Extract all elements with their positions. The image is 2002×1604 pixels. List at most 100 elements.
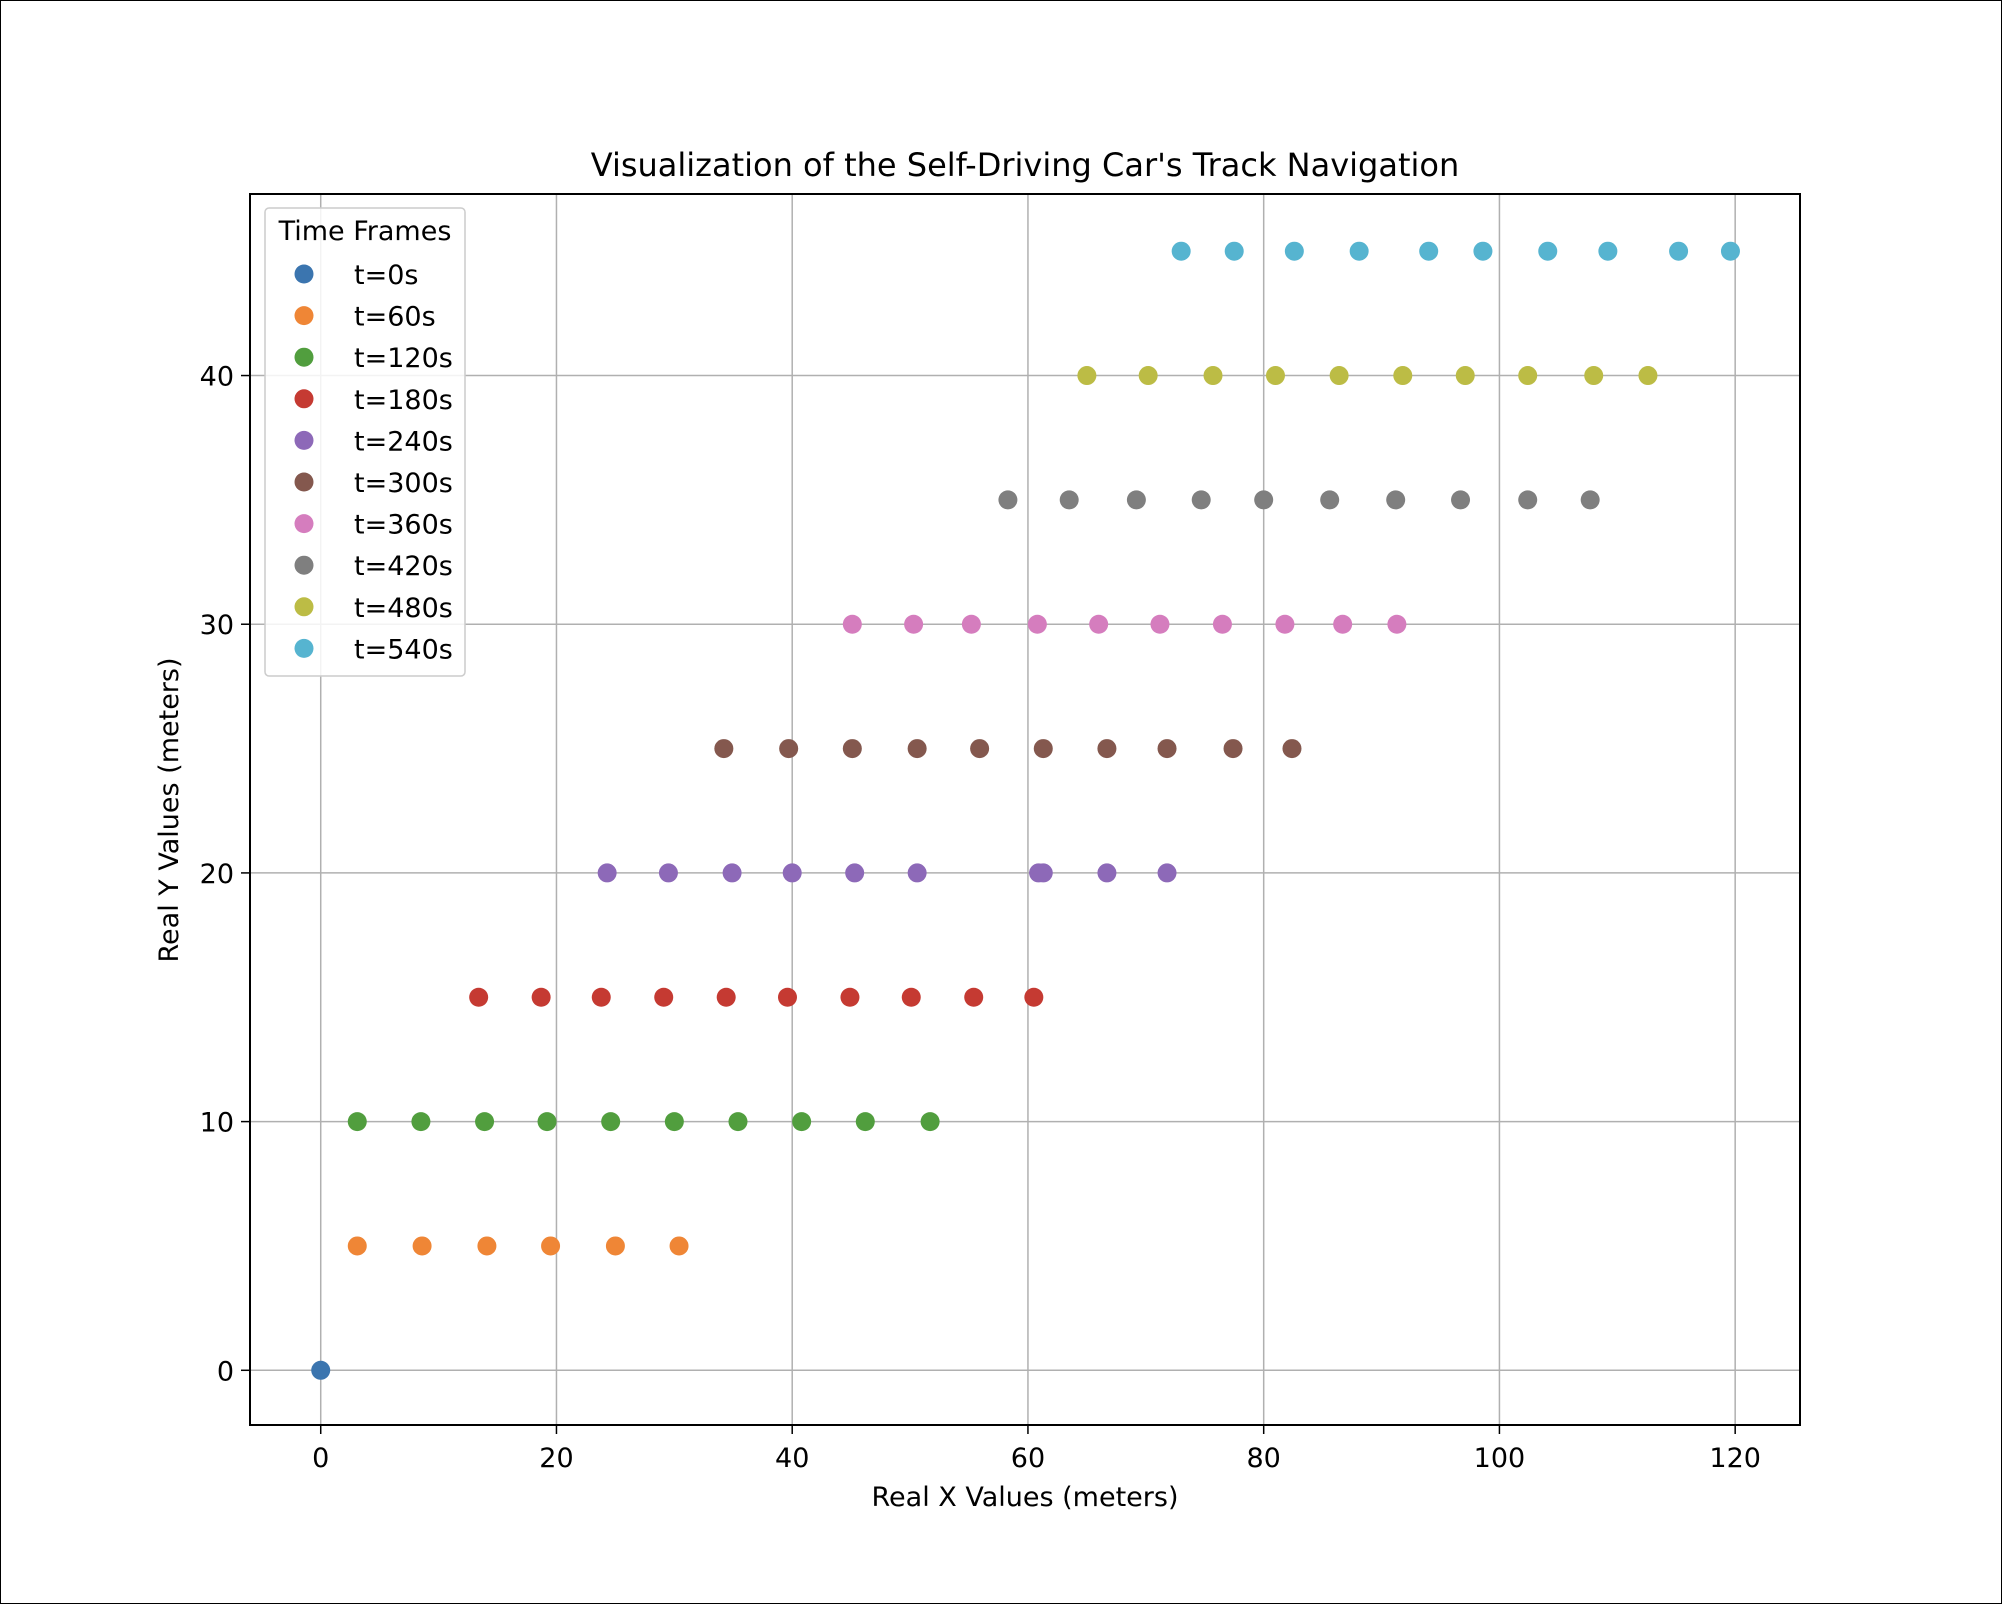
legend-marker	[294, 347, 314, 367]
data-point	[1455, 366, 1475, 386]
data-point	[961, 614, 981, 634]
data-point	[964, 987, 984, 1007]
data-point	[1138, 366, 1158, 386]
data-point	[1638, 366, 1658, 386]
data-point	[1097, 739, 1117, 759]
data-point	[970, 739, 990, 759]
data-point	[855, 1112, 875, 1132]
y-tick-label: 10	[200, 1108, 234, 1139]
data-point	[1033, 863, 1053, 883]
data-point	[1518, 490, 1538, 510]
data-point	[920, 1112, 940, 1132]
data-point	[904, 614, 924, 634]
x-tick-label: 40	[775, 1443, 809, 1474]
plot-area-frame	[249, 193, 1801, 1426]
data-point	[1284, 241, 1304, 261]
data-point	[782, 863, 802, 883]
data-point	[1033, 739, 1053, 759]
legend-label: t=240s	[354, 426, 453, 457]
data-point	[1157, 863, 1177, 883]
data-point	[842, 739, 862, 759]
data-point	[716, 987, 736, 1007]
data-point	[475, 1112, 495, 1132]
data-point	[1191, 490, 1211, 510]
data-point	[1584, 366, 1604, 386]
data-point	[777, 987, 797, 1007]
data-point	[1254, 490, 1274, 510]
data-point	[792, 1112, 812, 1132]
data-point	[311, 1360, 331, 1380]
data-point	[1473, 241, 1493, 261]
legend-label: t=420s	[354, 551, 453, 582]
x-tick-label: 120	[1709, 1443, 1761, 1474]
legend-marker	[294, 264, 314, 284]
data-point	[597, 863, 617, 883]
legend-label: t=120s	[354, 343, 453, 374]
y-axis-label: Real Y Values (meters)	[154, 657, 185, 962]
data-point	[1223, 739, 1243, 759]
data-point	[1451, 490, 1471, 510]
data-point	[845, 863, 865, 883]
data-point	[1077, 366, 1097, 386]
data-point	[601, 1112, 621, 1132]
legend-marker	[294, 472, 314, 492]
x-tick-label: 0	[312, 1443, 329, 1474]
legend-items: t=0s t=60s t=120s t=180s t=240s t=300s t=360s t…	[294, 260, 453, 665]
data-points	[311, 241, 1740, 1380]
data-point	[477, 1236, 497, 1256]
legend: Time Frames t=0st=60st=120st=180st=240st…	[264, 207, 466, 677]
data-point	[1224, 241, 1244, 261]
data-point	[907, 739, 927, 759]
data-point	[1126, 490, 1146, 510]
y-tick-label: 30	[200, 610, 234, 641]
data-point	[658, 863, 678, 883]
data-point	[1329, 366, 1349, 386]
data-point	[1157, 739, 1177, 759]
data-point	[1538, 241, 1558, 261]
data-point	[347, 1112, 367, 1132]
x-tick-label: 60	[1011, 1443, 1045, 1474]
legend-title: Time Frames	[278, 216, 452, 247]
data-point	[998, 490, 1018, 510]
legend-label: t=540s	[354, 634, 453, 665]
legend-box	[264, 207, 466, 677]
data-point	[1275, 614, 1295, 634]
data-point	[347, 1236, 367, 1256]
x-tick-label: 20	[539, 1443, 573, 1474]
legend-marker	[294, 514, 314, 534]
data-point	[722, 863, 742, 883]
data-point	[1203, 366, 1223, 386]
x-tick-label: 80	[1247, 1443, 1281, 1474]
data-point	[1097, 863, 1117, 883]
x-tick-label: 100	[1474, 1443, 1526, 1474]
legend-label: t=360s	[354, 510, 453, 541]
data-point	[605, 1236, 625, 1256]
data-point	[842, 614, 862, 634]
x-axis-label: Real X Values (meters)	[871, 1482, 1178, 1513]
legend-label: t=180s	[354, 385, 453, 416]
data-point	[1349, 241, 1369, 261]
data-point	[1089, 614, 1109, 634]
legend-marker	[294, 638, 314, 658]
data-point	[1024, 987, 1044, 1007]
data-point	[537, 1112, 557, 1132]
data-point	[412, 1236, 432, 1256]
legend-label: t=60s	[354, 302, 436, 333]
data-point	[907, 863, 927, 883]
chart-title: Visualization of the Self-Driving Car's …	[591, 146, 1459, 184]
data-point	[1333, 614, 1353, 634]
data-point	[1027, 614, 1047, 634]
y-tick-label: 20	[200, 859, 234, 890]
data-point	[1171, 241, 1191, 261]
data-point	[779, 739, 799, 759]
data-point	[728, 1112, 748, 1132]
data-point	[1320, 490, 1340, 510]
legend-marker	[294, 306, 314, 326]
legend-label: t=300s	[354, 468, 453, 499]
data-point	[411, 1112, 431, 1132]
legend-marker	[294, 555, 314, 575]
legend-label: t=480s	[354, 593, 453, 624]
data-point	[1150, 614, 1170, 634]
legend-marker	[294, 597, 314, 617]
data-point	[469, 987, 489, 1007]
